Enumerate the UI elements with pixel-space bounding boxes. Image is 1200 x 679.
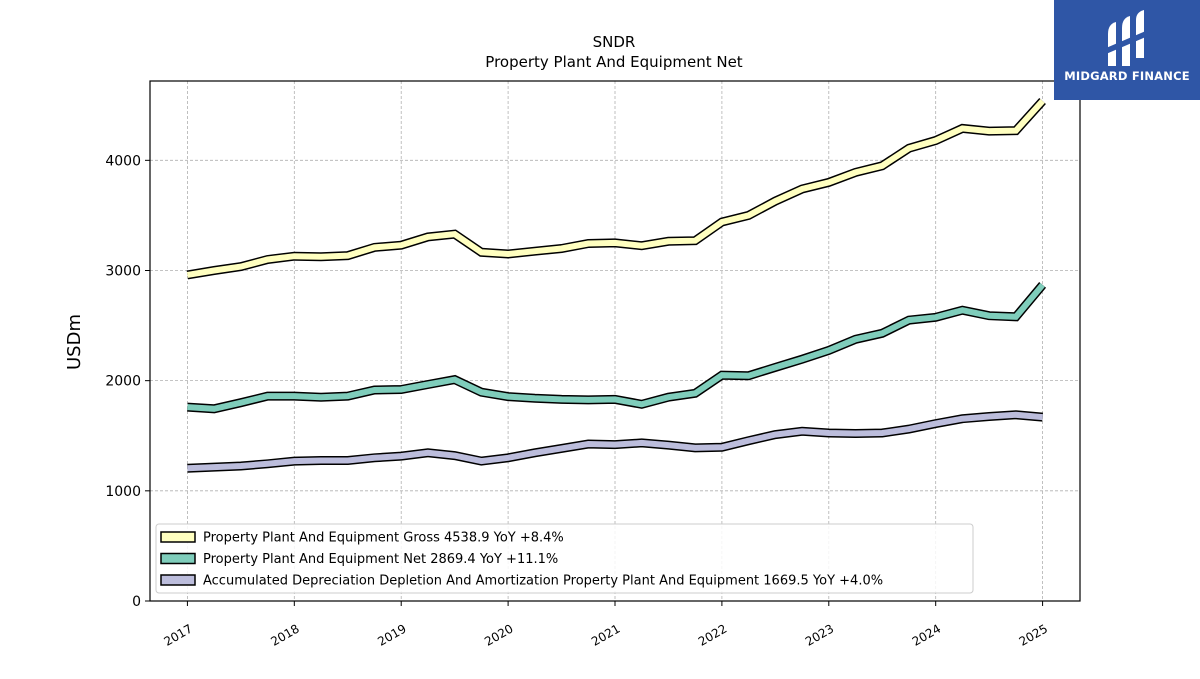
brand-logo: MIDGARD FINANCE [1054, 0, 1200, 100]
series-group [186, 97, 1047, 473]
legend: Property Plant And Equipment Gross 4538.… [155, 523, 974, 594]
y-tick-label: 3000 [105, 263, 141, 279]
legend-swatch-0 [160, 531, 196, 543]
brand-name: MIDGARD FINANCE [1064, 69, 1190, 83]
y-tick-label: 1000 [105, 484, 141, 500]
brand-logo-mark-icon [1106, 10, 1148, 66]
legend-label-2: Accumulated Depreciation Depletion And A… [203, 574, 883, 589]
y-axis-label: USDm [64, 314, 85, 370]
legend-box [155, 523, 974, 594]
y-tick-label: 4000 [105, 153, 141, 169]
series-line-1 [187, 282, 1045, 412]
series-line-0 [186, 98, 1045, 278]
chart-title: SNDR [593, 33, 636, 51]
chart-subtitle: Property Plant And Equipment Net [485, 53, 742, 71]
x-tick-label: 2024 [910, 621, 943, 648]
y-axis: 0 1000 2000 3000 4000 [105, 153, 150, 610]
legend-swatch-1 [160, 552, 196, 565]
x-tick-label: 2025 [1017, 621, 1050, 648]
x-tick-label: 2023 [803, 621, 836, 648]
grid-lines [150, 81, 1080, 602]
x-tick-label: 2017 [161, 621, 194, 648]
legend-label-0: Property Plant And Equipment Gross 4538.… [203, 531, 564, 546]
x-axis: 2017 2018 2019 2020 2021 2022 2023 2024 2025 [161, 601, 1050, 649]
series-line-2 [187, 411, 1043, 472]
x-tick-label: 2022 [696, 621, 729, 648]
legend-label-1: Property Plant And Equipment Net 2869.4 … [203, 552, 558, 567]
x-tick-label: 2021 [589, 621, 622, 648]
x-tick-label: 2020 [482, 621, 515, 648]
x-tick-label: 2019 [375, 621, 408, 648]
y-tick-label: 2000 [105, 374, 141, 390]
x-tick-label: 2018 [268, 621, 301, 648]
y-tick-label: 0 [132, 594, 141, 610]
legend-swatch-2 [160, 574, 196, 586]
